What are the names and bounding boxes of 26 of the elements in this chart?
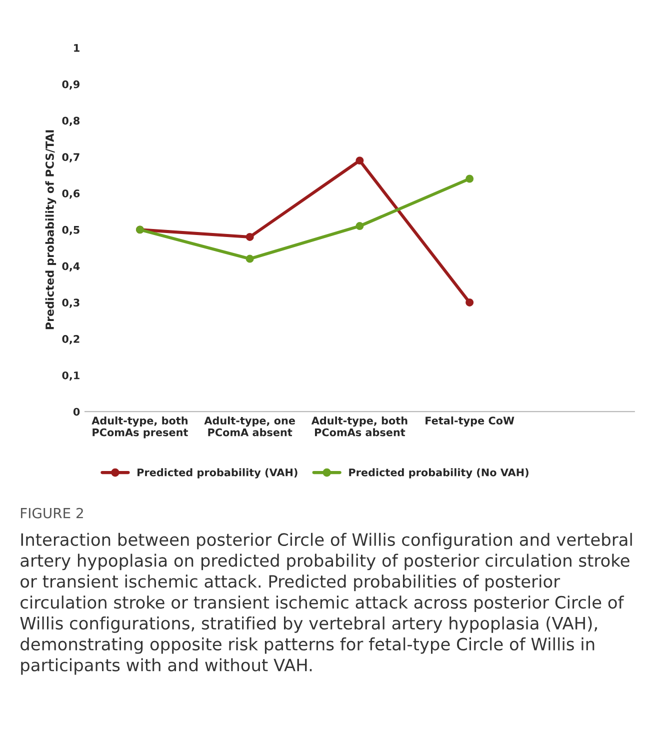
y-tick-label: 0,8 [62, 116, 80, 126]
point [356, 156, 364, 165]
y-tick-label: 0,3 [62, 298, 80, 308]
point [466, 174, 474, 183]
point [356, 222, 364, 230]
y-tick-label: 0,9 [62, 80, 80, 90]
x-tick-label: Adult-type, one PComA absent [204, 416, 295, 436]
y-axis-title: Predicted probability of PCS/TAI [45, 130, 56, 330]
y-tick-label: 0,2 [62, 335, 80, 344]
y-tick-label: 0,4 [62, 262, 80, 272]
legend-label: Predicted probability (VAH) [138, 468, 298, 478]
x-tick-label: Adult-type, both PComAs absent [311, 416, 408, 436]
y-tick-label: 0 [73, 408, 80, 416]
caption: FIGURE 2 [20, 508, 83, 518]
y-tick-label: 0,6 [62, 190, 80, 199]
point [246, 232, 254, 241]
point [246, 254, 254, 263]
text: Interaction between posterior Circle of Willis configuration and vertebral artery hypoplasia on predicted probability of posterior circulation stroke or transient ischemic attack. Predicted probabilities of posterior circulation stroke or transient ischemic attack across posterior Circle of Willis configurations, stratified by vertebral artery hypoplasia (VAH), demonstrating opposite risk patterns for fetal-type Circle of Willis in participants with and without VAH. [20, 532, 632, 675]
x-tick-label: Adult-type, both PComAs present [92, 416, 188, 438]
y-tick-label: 0,5 [62, 226, 80, 236]
point [466, 298, 474, 306]
x-tick-label: Fetal-type CoW [426, 416, 514, 427]
y-tick-label: 0,1 [62, 371, 80, 381]
y-tick-label: 1 [74, 44, 80, 52]
legend-label: Predicted probability (No VAH) [349, 468, 528, 478]
y-tick-label: 0,7 [62, 153, 80, 162]
